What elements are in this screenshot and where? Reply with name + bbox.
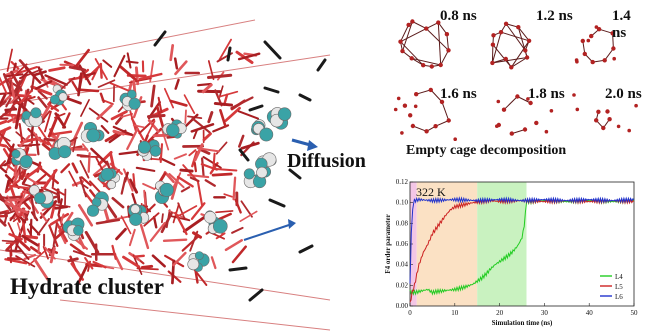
guest-molecule	[243, 166, 268, 189]
f4-order-chart: 0.00 0.02 0.04 0.06 0.08 0.10 0.12 0 10 20 30 40 50 S…	[384, 178, 639, 327]
x-tick-label: 0	[408, 309, 412, 317]
shaded-region	[410, 182, 417, 306]
guest-molecule	[137, 139, 162, 161]
x-tick-label: 50	[631, 309, 639, 317]
x-tick-label: 10	[451, 309, 459, 317]
diffusion-label: Diffusion	[287, 150, 366, 172]
diffusion-arrow-lower	[243, 219, 296, 241]
x-tick-label: 20	[496, 309, 504, 317]
guest-molecule	[11, 148, 33, 170]
legend-label: L5	[615, 283, 623, 291]
y-tick-label: 0.10	[396, 199, 409, 207]
cage-snapshot	[572, 93, 638, 133]
hydrate-cluster-label: Hydrate cluster	[10, 274, 164, 299]
series-line-L6	[409, 196, 635, 284]
guest-molecule	[80, 122, 105, 143]
water-fragment	[268, 198, 286, 208]
y-tick-label: 0.06	[396, 240, 409, 248]
cage-time-label: 1.6 ns	[440, 86, 477, 102]
y-tick-label: 0.04	[396, 261, 409, 269]
temperature-annotation: 322 K	[416, 185, 446, 199]
x-axis-label: Simulation time (ns)	[492, 319, 553, 327]
water-fragment	[288, 168, 302, 180]
x-tick-label: 40	[586, 309, 594, 317]
water-fragment	[228, 266, 248, 272]
empty-cage-label: Empty cage decomposition	[406, 143, 567, 158]
guest-molecule	[50, 84, 68, 106]
guest-molecule	[48, 136, 72, 160]
water-fragment	[226, 46, 232, 62]
x-tick-label: 30	[541, 309, 549, 317]
y-tick-label: 0.08	[396, 219, 409, 227]
cage-time-label: 0.8 ns	[440, 8, 477, 24]
cage-snapshot	[398, 19, 451, 69]
y-tick-label: 0.02	[396, 281, 409, 289]
y-tick-label: 0.12	[396, 178, 409, 186]
water-fragment	[238, 148, 250, 162]
legend-label: L6	[615, 293, 623, 301]
guest-molecule	[119, 89, 141, 111]
guest-molecule	[21, 107, 43, 128]
hydrate-cluster-image	[0, 19, 331, 331]
water-fragment	[298, 93, 312, 102]
guest-molecule	[128, 203, 150, 226]
cage-snapshot	[393, 87, 457, 141]
cage-time-label: 1.8 ns	[528, 86, 565, 102]
diffusion-arrow	[291, 138, 318, 151]
cage-snapshot	[495, 94, 554, 136]
guest-molecule	[154, 180, 174, 204]
cage-time-label: 1.2 ns	[536, 8, 573, 24]
guest-molecule	[28, 184, 54, 209]
legend-label: L4	[615, 273, 623, 281]
y-tick-label: 0.00	[396, 302, 409, 310]
guest-molecule	[62, 217, 85, 241]
water-fragment	[248, 104, 264, 112]
guest-molecule	[204, 210, 228, 234]
water-fragment	[153, 30, 167, 47]
cage-time-label: 1.4 ns	[612, 8, 631, 41]
guest-molecule	[98, 167, 121, 190]
guest-molecule	[251, 119, 274, 142]
water-fragment	[263, 40, 282, 60]
cage-time-label: 2.0 ns	[605, 86, 642, 102]
guest-molecule	[187, 251, 210, 272]
water-fragment	[316, 58, 327, 72]
cage-snapshot	[490, 21, 532, 70]
shaded-region	[416, 182, 478, 306]
guest-molecule	[86, 191, 109, 217]
cage-snapshot	[574, 25, 616, 65]
guest-molecule	[266, 107, 292, 130]
water-fragment	[263, 86, 280, 94]
y-axis-label: F4 order parameter	[384, 214, 392, 273]
water-fragment	[298, 244, 314, 254]
water-fragment	[248, 288, 264, 302]
guest-molecule	[162, 119, 187, 139]
cage-snapshots	[393, 19, 638, 141]
